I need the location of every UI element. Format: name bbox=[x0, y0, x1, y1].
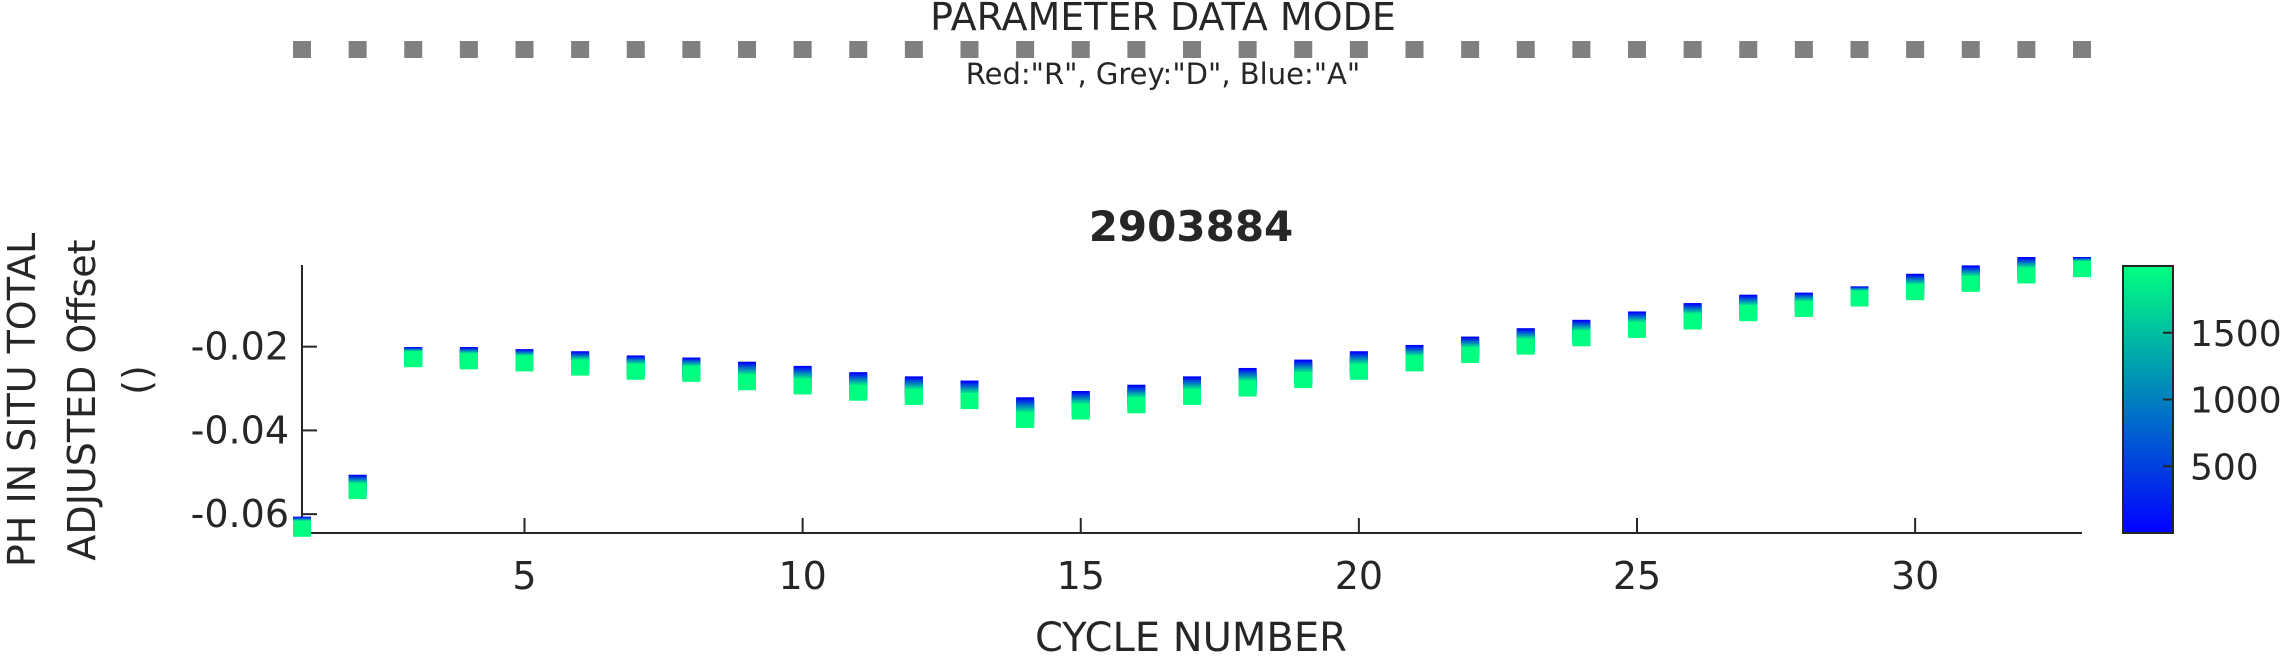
data-point bbox=[1961, 275, 1980, 292]
mode-strip bbox=[293, 41, 2091, 58]
mode-marker bbox=[904, 41, 923, 58]
mode-marker bbox=[1461, 41, 1480, 58]
mode-marker bbox=[1238, 41, 1257, 58]
mode-marker bbox=[849, 41, 868, 58]
mode-marker bbox=[293, 41, 311, 58]
data-point bbox=[1071, 403, 1090, 420]
mode-marker bbox=[2017, 41, 2036, 58]
y-axis-label-line2: ADJUSTED Offset bbox=[60, 239, 104, 560]
x-tick-label: 5 bbox=[512, 554, 536, 598]
data-point bbox=[793, 378, 812, 395]
mode-marker bbox=[626, 41, 645, 58]
mode-marker bbox=[960, 41, 979, 58]
colorbar-tick-label: 1000 bbox=[2190, 381, 2282, 422]
mode-marker bbox=[682, 41, 701, 58]
mode-marker bbox=[404, 41, 423, 58]
data-point bbox=[849, 384, 868, 401]
colorbar: 500 1000 1500 bbox=[2122, 265, 2282, 534]
mode-marker bbox=[571, 41, 590, 58]
data-point bbox=[960, 393, 979, 410]
mode-marker bbox=[348, 41, 367, 58]
x-ticks: 5 10 15 20 25 30 bbox=[512, 518, 1939, 598]
data-point bbox=[682, 365, 701, 382]
mode-marker bbox=[1850, 41, 1869, 58]
mode-marker bbox=[1572, 41, 1591, 58]
mode-marker bbox=[1294, 41, 1313, 58]
data-point bbox=[626, 363, 645, 380]
data-point bbox=[459, 353, 478, 370]
colorbar-tick-label: 500 bbox=[2190, 447, 2259, 488]
data-point bbox=[1461, 347, 1480, 364]
data-point bbox=[1739, 305, 1758, 322]
mode-marker bbox=[1906, 41, 1925, 58]
mode-marker bbox=[793, 41, 812, 58]
data-point bbox=[738, 374, 756, 391]
x-tick-label: 30 bbox=[1891, 554, 1939, 598]
mode-marker bbox=[1628, 41, 1646, 58]
data-point bbox=[1349, 363, 1368, 380]
data-point bbox=[515, 355, 534, 372]
mode-marker bbox=[459, 41, 478, 58]
data-markers bbox=[293, 257, 2091, 537]
x-axis-label: CYCLE NUMBER bbox=[1035, 615, 1347, 656]
x-tick-label: 20 bbox=[1335, 554, 1383, 598]
y-ticks: -0.06 -0.04 -0.02 bbox=[191, 325, 317, 536]
data-point bbox=[1850, 290, 1869, 307]
data-point bbox=[1516, 338, 1535, 355]
mode-marker bbox=[1183, 41, 1201, 58]
data-point bbox=[1906, 284, 1925, 301]
mode-marker bbox=[1739, 41, 1758, 58]
y-tick-label: -0.02 bbox=[191, 325, 289, 369]
y-tick-label: -0.06 bbox=[191, 492, 289, 536]
data-point bbox=[904, 388, 923, 405]
data-point bbox=[1238, 380, 1257, 397]
data-point bbox=[293, 520, 311, 537]
data-point bbox=[2017, 267, 2036, 284]
mode-legend: Red:"R", Grey:"D", Blue:"A" bbox=[966, 57, 1360, 91]
x-tick-label: 25 bbox=[1613, 554, 1661, 598]
colorbar-tick-label: 1500 bbox=[2190, 314, 2282, 355]
x-tick-label: 10 bbox=[778, 554, 826, 598]
data-point bbox=[2073, 261, 2091, 278]
data-point bbox=[404, 351, 423, 368]
y-tick-label: -0.04 bbox=[191, 408, 289, 452]
mode-marker bbox=[738, 41, 756, 58]
mode-marker bbox=[1349, 41, 1368, 58]
colorbar-ticks: 500 1000 1500 bbox=[2163, 314, 2282, 488]
mode-marker bbox=[1127, 41, 1146, 58]
data-point bbox=[1183, 388, 1201, 405]
y-axis-label-line3: () bbox=[115, 365, 159, 395]
y-axis-label-line1: PH IN SITU TOTAL bbox=[0, 233, 44, 567]
mode-marker bbox=[1961, 41, 1980, 58]
data-point bbox=[1683, 313, 1702, 330]
mode-marker bbox=[2073, 41, 2091, 58]
data-point bbox=[1294, 372, 1313, 389]
data-point bbox=[1405, 355, 1424, 372]
y-axis-label: PH IN SITU TOTAL ADJUSTED Offset () bbox=[0, 233, 159, 567]
mode-title: PARAMETER DATA MODE bbox=[930, 0, 1396, 39]
mode-marker bbox=[1794, 41, 1813, 58]
mode-marker bbox=[1016, 41, 1035, 58]
data-point bbox=[348, 483, 367, 500]
data-point bbox=[1016, 411, 1035, 428]
x-tick-label: 15 bbox=[1057, 554, 1105, 598]
mode-marker bbox=[1405, 41, 1424, 58]
data-point bbox=[1572, 330, 1591, 347]
mode-marker bbox=[1683, 41, 1702, 58]
data-point bbox=[1628, 321, 1646, 338]
mode-marker bbox=[1071, 41, 1090, 58]
plot-area: -0.06 -0.04 -0.02 5 10 15 20 25 30 bbox=[191, 257, 2091, 598]
data-point bbox=[1794, 300, 1813, 317]
mode-marker bbox=[515, 41, 534, 58]
mode-marker bbox=[1516, 41, 1535, 58]
data-point bbox=[1127, 397, 1146, 414]
chart-title: 2903884 bbox=[1089, 202, 1294, 251]
data-point bbox=[571, 359, 590, 376]
